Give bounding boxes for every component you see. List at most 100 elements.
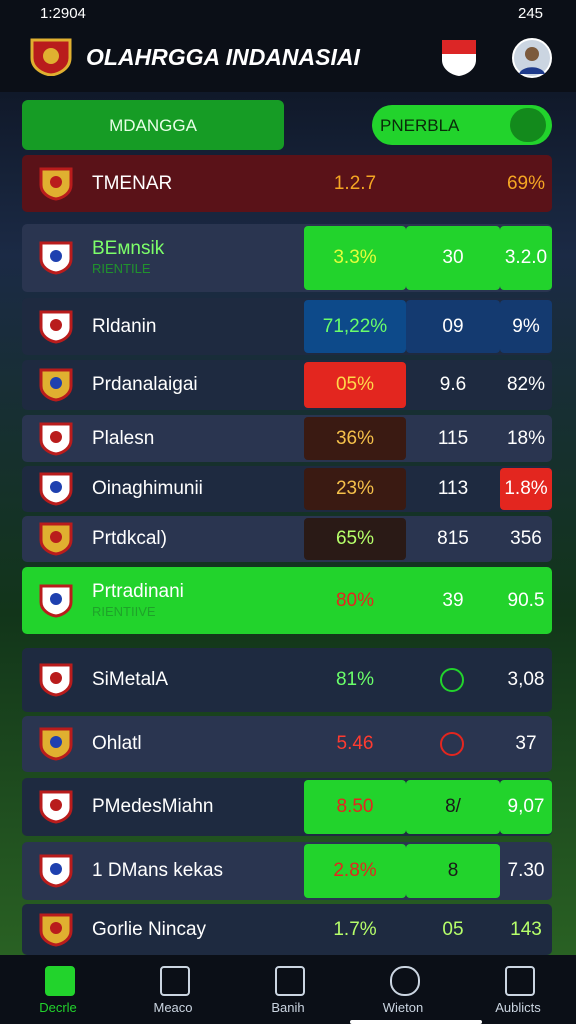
team-name: Plalesn	[92, 427, 155, 449]
status-icon	[440, 732, 464, 756]
stat-value: 81%	[335, 669, 375, 690]
team-crest	[39, 167, 73, 201]
stat-cell	[304, 300, 406, 353]
stat-cell	[406, 844, 500, 898]
stat-value: 3.3%	[333, 247, 377, 268]
team-crest	[39, 854, 73, 888]
table-row[interactable]	[22, 415, 552, 462]
table-row[interactable]	[22, 567, 552, 634]
stat-value: 8/	[445, 796, 461, 817]
stat-value: 1.2.7	[333, 172, 377, 194]
nav-label[interactable]: Aublicts	[495, 1000, 541, 1015]
status-icon	[440, 668, 464, 692]
tab-button[interactable]	[22, 100, 284, 150]
stat-value: 9,07	[507, 796, 545, 817]
app-title: OLAHRGGA INDANASIAI	[86, 44, 360, 70]
nav-icon[interactable]	[505, 966, 535, 996]
team-name: Prtradinani	[92, 580, 184, 602]
stat-value: 1.8%	[504, 478, 548, 499]
team-subtitle: RIENTILE	[92, 261, 151, 276]
table-row[interactable]	[22, 516, 552, 562]
team-name: Gorlie Nincay	[92, 918, 207, 940]
team-name: Prdanalaigai	[92, 374, 198, 395]
nav-icon[interactable]	[275, 966, 305, 996]
stat-value: 5.46	[336, 733, 374, 754]
tab-label: PNERBLA	[380, 116, 460, 135]
stat-value: 65%	[335, 528, 375, 549]
team-crest	[39, 241, 73, 275]
team-crest	[39, 727, 73, 761]
status-time: 1:2904	[40, 5, 86, 22]
team-crest	[39, 584, 73, 618]
team-name: Ohlatl	[92, 733, 142, 754]
stat-cell	[406, 226, 500, 290]
stat-cell	[304, 362, 406, 408]
stat-value: 09	[442, 315, 464, 337]
nav-label[interactable]: Decrle	[39, 1000, 77, 1015]
stat-value: 05	[442, 918, 464, 940]
nav-label[interactable]: Meaco	[153, 1000, 193, 1015]
stat-value: 18%	[506, 427, 546, 449]
team-subtitle: RIENTIIVE	[92, 603, 156, 619]
stat-cell	[304, 518, 406, 560]
stat-cell	[304, 226, 406, 290]
stat-value: 71,22%	[322, 315, 388, 337]
flag-icon[interactable]	[440, 38, 478, 78]
team-name: 1 DMans kekas	[92, 860, 223, 881]
profile-avatar[interactable]	[512, 38, 552, 78]
team-name: Oinaghimunii	[92, 478, 203, 499]
stat-cell	[500, 780, 552, 834]
stat-value: 23%	[335, 478, 375, 499]
stat-value: 69%	[506, 172, 546, 194]
team-name: TMENAR	[92, 172, 173, 194]
team-name: SiMetalA	[92, 669, 169, 690]
nav-icon[interactable]	[45, 966, 75, 996]
stat-value: 36%	[335, 427, 375, 449]
team-name: BEмnsik	[92, 238, 165, 259]
stat-value: 143	[510, 918, 542, 940]
stat-cell	[500, 300, 552, 353]
stat-value: 113	[437, 478, 469, 499]
stat-value: 37	[515, 733, 537, 754]
stat-value: 8.50	[336, 796, 374, 817]
stat-value: 80%	[335, 589, 375, 611]
tab-label: MDANGGA	[109, 116, 197, 135]
stat-value: 30	[442, 247, 464, 268]
stat-value: 815	[437, 528, 469, 549]
home-indicator	[350, 1020, 482, 1024]
stat-cell	[304, 417, 406, 460]
top-bar	[0, 0, 576, 92]
status-battery: 245	[518, 5, 544, 22]
stat-value: 9.6	[439, 374, 467, 395]
table-row[interactable]	[22, 904, 552, 955]
team-crest	[39, 310, 73, 344]
team-crest	[39, 913, 73, 947]
toggle-icon[interactable]	[510, 108, 546, 142]
stat-value: 8	[447, 860, 459, 881]
team-crest	[39, 422, 73, 456]
stat-value: 9%	[512, 315, 540, 337]
app-logo	[30, 38, 72, 76]
stat-cell	[304, 468, 406, 510]
stat-value: 3,08	[507, 669, 545, 690]
table-row[interactable]	[22, 466, 552, 512]
team-name: Prtdkcal)	[92, 528, 167, 549]
stat-cell	[406, 780, 500, 834]
table-row[interactable]	[22, 155, 552, 212]
nav-label[interactable]: Banih	[271, 1000, 305, 1015]
stat-cell	[500, 468, 552, 510]
stat-cell	[406, 300, 500, 353]
team-crest	[39, 368, 73, 402]
stat-value: 39	[442, 589, 464, 611]
stat-cell	[304, 780, 406, 834]
nav-icon[interactable]	[160, 966, 190, 996]
nav-label[interactable]: Wieton	[382, 1000, 424, 1015]
team-crest	[39, 663, 73, 697]
stat-value: 3.2.0	[504, 247, 548, 268]
team-crest	[39, 790, 73, 824]
stat-value: 2.8%	[333, 860, 377, 881]
stat-value: 356	[510, 528, 542, 549]
table-row[interactable]	[22, 360, 552, 410]
team-name: Rldanin	[92, 315, 157, 337]
nav-icon[interactable]	[390, 966, 420, 996]
